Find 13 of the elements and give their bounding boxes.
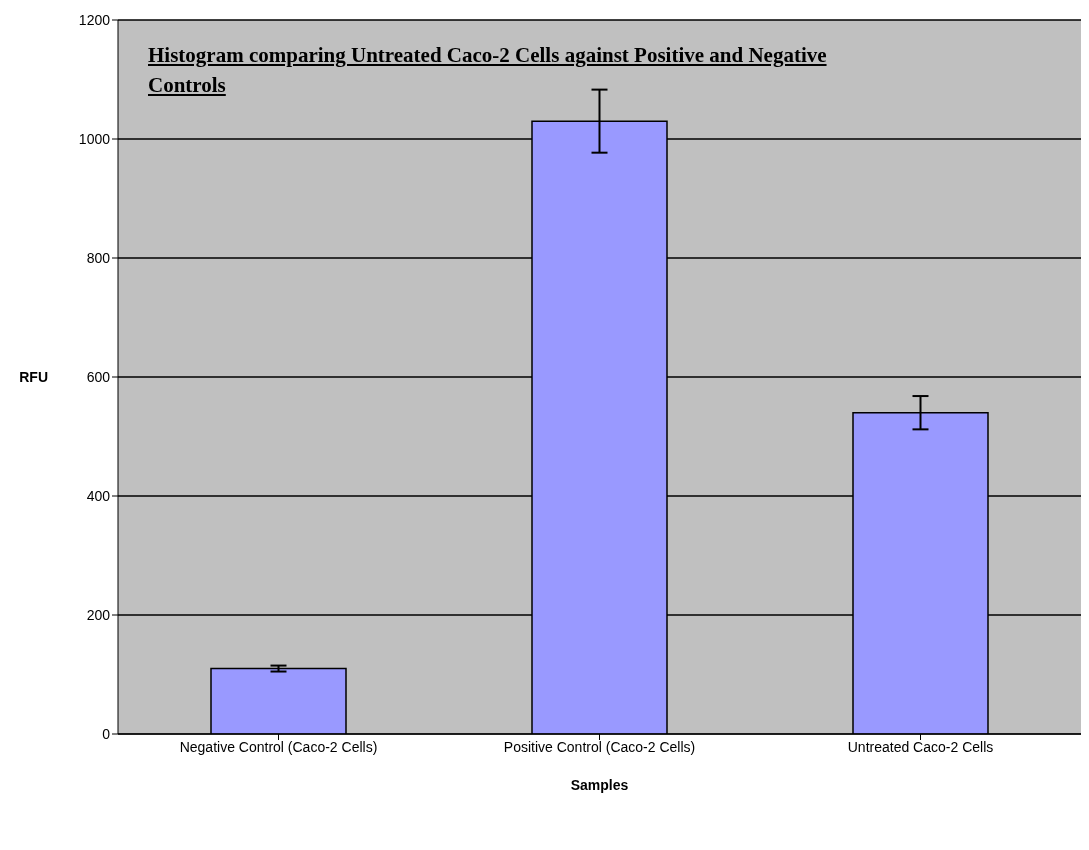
y-tick-label: 200 (86, 606, 111, 623)
y-tick-label: 800 (86, 249, 111, 266)
y-tick-label: 1200 (78, 11, 111, 28)
y-tick-label: 400 (86, 487, 111, 504)
text: Histogram comparing Untreated Caco-2 Cells against Positive and Negative Controls (148, 42, 828, 99)
y-tick-label: 0 (102, 725, 111, 742)
y-axis-title: RFU (19, 368, 48, 385)
y-tick-label: 1000 (78, 130, 111, 147)
x-tick-label: Untreated Caco-2 Cells (847, 738, 994, 755)
x-tick-label: Positive Control (Caco-2 Cells) (503, 738, 696, 755)
x-tick-label: Negative Control (Caco-2 Cells) (179, 738, 378, 755)
x-axis-title: Samples (570, 776, 629, 793)
y-tick-label: 600 (86, 368, 111, 385)
